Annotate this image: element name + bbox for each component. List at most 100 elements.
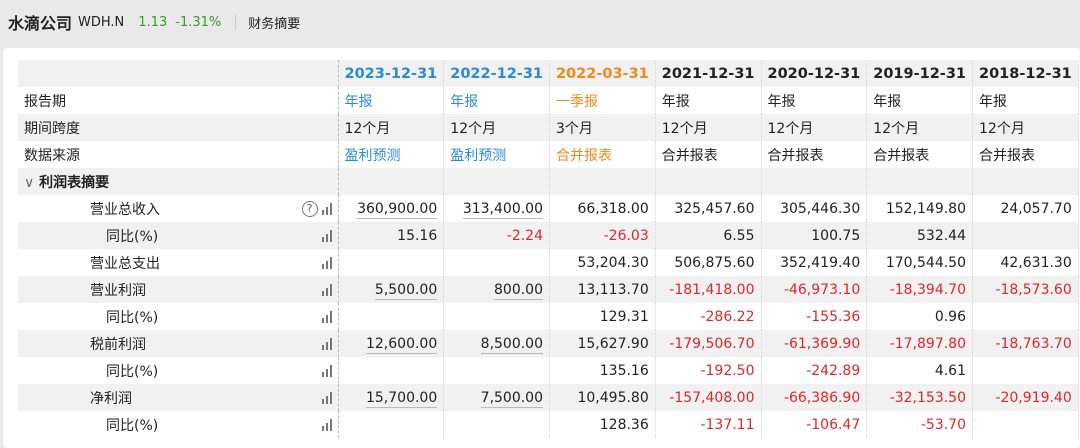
value-cell: -2.24	[443, 222, 550, 249]
meta-cell: 一季报	[549, 87, 656, 114]
meta-cell[interactable]: 盈利预测	[443, 141, 550, 168]
bar-chart-icon[interactable]	[321, 229, 332, 242]
value-cell: 66,318.00	[549, 195, 656, 222]
value-cell[interactable]: 8,500.00	[443, 330, 550, 357]
value-cell: 100.75	[761, 222, 868, 249]
meta-cell: 12个月	[655, 114, 762, 141]
meta-cell: 年报	[866, 87, 973, 114]
row-label: 营业总支出	[90, 255, 160, 272]
meta-cell: 年报	[972, 87, 1079, 114]
ticker: WDH.N	[78, 14, 125, 30]
value-cell	[972, 303, 1079, 330]
value-cell: 532.44	[866, 222, 973, 249]
value-cell: 129.31	[549, 303, 656, 330]
meta-cell[interactable]: 合并报表	[549, 141, 656, 168]
column-date[interactable]: 2023-12-31	[338, 60, 445, 87]
section-title[interactable]: 财务摘要	[248, 16, 301, 32]
price: 1.13	[138, 14, 168, 30]
table-row: 同比(%) 135.16 -192.50 -242.89 4.61	[18, 357, 1079, 384]
table-row: 同比(%) 129.31 -286.22 -155.36 0.96	[18, 303, 1079, 330]
column-date[interactable]: 2019-12-31	[866, 60, 973, 87]
value-cell: -61,369.90	[761, 330, 868, 357]
value-cell	[972, 357, 1079, 384]
value-cell: -18,394.70	[866, 276, 973, 303]
column-date[interactable]: 2022-12-31	[443, 60, 550, 87]
row-label: 同比(%)	[106, 417, 159, 434]
column-date[interactable]: 2020-12-31	[761, 60, 868, 87]
value-cell[interactable]: 313,400.00	[443, 195, 550, 222]
value-cell: -18,573.60	[972, 276, 1079, 303]
bar-chart-icon[interactable]	[321, 256, 332, 269]
row-label: 数据来源	[18, 141, 339, 168]
value-cell: -192.50	[655, 357, 762, 384]
table-row: 营业利润 5,500.00 800.00 13,113.70 -181,418.00 -4…	[18, 276, 1079, 303]
help-icon[interactable]: ?	[301, 200, 318, 217]
value-cell: -157,408.00	[655, 384, 762, 411]
bar-chart-icon[interactable]	[321, 337, 332, 350]
value-cell: 15,627.90	[549, 330, 656, 357]
value-cell: 53,204.30	[549, 249, 656, 276]
value-cell	[972, 411, 1079, 438]
value-cell	[443, 357, 550, 384]
value-cell: -26.03	[549, 222, 656, 249]
meta-cell[interactable]: 盈利预测	[338, 141, 445, 168]
value-cell: 170,544.50	[866, 249, 973, 276]
value-cell: 15.16	[338, 222, 445, 249]
bar-chart-icon[interactable]	[321, 283, 332, 296]
meta-row-type: 报告期 年报 年报 一季报 年报 年报 年报 年报	[18, 87, 1079, 114]
value-cell[interactable]: 15,700.00	[338, 384, 445, 411]
table-row: 营业总支出 53,204.30 506,875.60 352,419.40 170,54…	[18, 249, 1079, 276]
value-cell	[443, 411, 550, 438]
meta-cell: 年报	[655, 87, 762, 114]
value-cell: 128.36	[549, 411, 656, 438]
chevron-down-icon[interactable]: ∨	[24, 174, 35, 191]
column-date[interactable]: 2021-12-31	[655, 60, 762, 87]
bar-chart-icon[interactable]	[321, 202, 332, 215]
column-date[interactable]: 2018-12-31	[972, 60, 1079, 87]
value-cell: 506,875.60	[655, 249, 762, 276]
value-cell[interactable]: 360,900.00	[338, 195, 445, 222]
value-cell[interactable]: 800.00	[443, 276, 550, 303]
row-label: 同比(%)	[106, 309, 159, 326]
meta-row-span: 期间跨度 12个月 12个月 3个月 12个月 12个月 12个月 12个月	[18, 114, 1079, 141]
value-cell: -66,386.90	[761, 384, 868, 411]
value-cell: 4.61	[866, 357, 973, 384]
financial-table: 2023-12-31 2022-12-31 2022-03-31 2021-12-31…	[18, 60, 1079, 438]
value-cell: -17,897.80	[866, 330, 973, 357]
value-cell[interactable]: 7,500.00	[443, 384, 550, 411]
bar-chart-icon[interactable]	[321, 364, 332, 377]
value-cell: -179,506.70	[655, 330, 762, 357]
row-label: 同比(%)	[106, 363, 159, 380]
meta-cell: 12个月	[866, 114, 973, 141]
value-cell: -181,418.00	[655, 276, 762, 303]
value-cell[interactable]: 12,600.00	[338, 330, 445, 357]
section-label: 利润表摘要	[39, 174, 110, 191]
header-bar: 水滴公司 WDH.N 1.13 -1.31% 财务摘要	[0, 0, 1080, 44]
header-row: 2023-12-31 2022-12-31 2022-03-31 2021-12-31…	[18, 60, 1079, 87]
bar-chart-icon[interactable]	[321, 418, 332, 431]
value-cell	[972, 222, 1079, 249]
column-date[interactable]: 2022-03-31	[549, 60, 656, 87]
section-row[interactable]: ∨ 利润表摘要	[18, 168, 1079, 195]
value-cell[interactable]: 5,500.00	[338, 276, 445, 303]
bar-chart-icon[interactable]	[321, 391, 332, 404]
table-row: 营业总收入? 360,900.00 313,400.00 66,318.00 325,4…	[18, 195, 1079, 222]
meta-cell: 合并报表	[866, 141, 973, 168]
table-row: 税前利润 12,600.00 8,500.00 15,627.90 -179,506.7…	[18, 330, 1079, 357]
meta-cell: 年报	[338, 87, 445, 114]
value-cell	[338, 357, 445, 384]
value-cell: -53.70	[866, 411, 973, 438]
meta-cell: 12个月	[338, 114, 445, 141]
price-change: -1.31%	[175, 14, 222, 30]
meta-cell: 合并报表	[655, 141, 762, 168]
value-cell	[443, 249, 550, 276]
value-cell: 305,446.30	[761, 195, 868, 222]
table-row: 同比(%) 15.16 -2.24 -26.03 6.55 100.75 532.44	[18, 222, 1079, 249]
row-label: 营业总收入	[90, 201, 160, 218]
value-cell: 24,057.70	[972, 195, 1079, 222]
divider	[235, 14, 237, 30]
row-label: 税前利润	[90, 336, 146, 353]
bar-chart-icon[interactable]	[321, 310, 332, 323]
value-cell	[338, 411, 445, 438]
value-cell	[338, 303, 445, 330]
